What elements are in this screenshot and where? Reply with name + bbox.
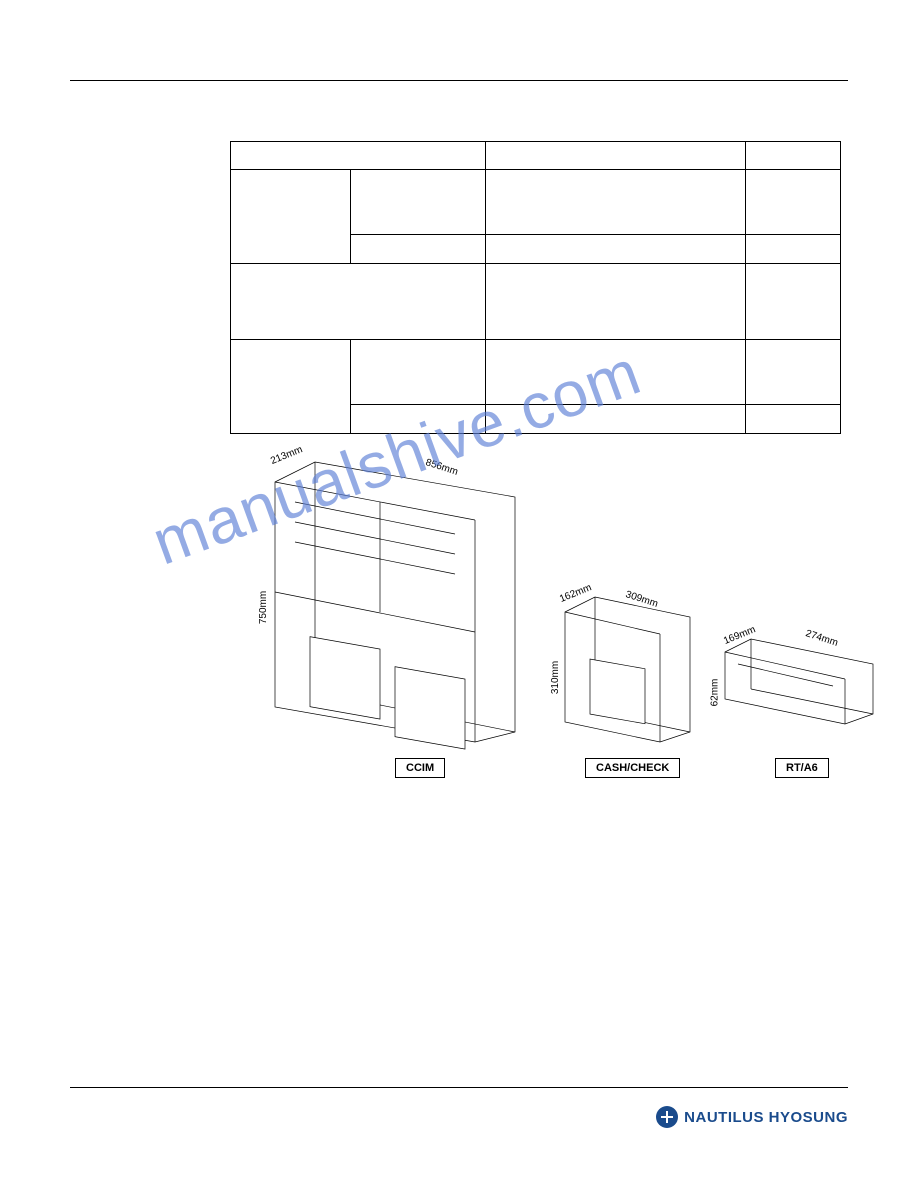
table-cell (486, 235, 746, 264)
unit-caption: RT/A6 (775, 758, 829, 778)
table-cell (486, 340, 746, 405)
table-cell (231, 142, 486, 170)
table-cell (351, 340, 486, 405)
logo-icon (656, 1106, 678, 1128)
dim-label: 750mm (258, 591, 269, 624)
table-cell (486, 405, 746, 434)
table-cell (746, 264, 841, 340)
spec-table (230, 141, 841, 434)
table-cell (351, 405, 486, 434)
header-rule (70, 80, 848, 81)
diagram-area: 213mm 856mm 750mm CCIM 162mm 309mm 310mm… (235, 452, 848, 822)
dim-label: 310mm (550, 661, 561, 694)
table-cell (746, 170, 841, 235)
table-cell (486, 170, 746, 235)
table-cell (746, 142, 841, 170)
table-cell (746, 340, 841, 405)
table-cell (351, 235, 486, 264)
table-cell (231, 340, 351, 434)
unit-caption: CCIM (395, 758, 445, 778)
table-cell (486, 142, 746, 170)
table-cell (746, 235, 841, 264)
table-cell (231, 264, 486, 340)
cashcheck-drawing-icon (550, 582, 710, 752)
table-cell (746, 405, 841, 434)
dim-label: 62mm (709, 679, 720, 707)
rta6-drawing-icon (713, 624, 893, 744)
table-cell (351, 170, 486, 235)
table-cell (231, 170, 351, 264)
table-cell (486, 264, 746, 340)
footer-rule (70, 1087, 848, 1088)
footer-logo: NAUTILUS HYOSUNG (656, 1106, 848, 1128)
unit-caption: CASH/CHECK (585, 758, 680, 778)
brand-text: NAUTILUS HYOSUNG (684, 1109, 848, 1126)
ccim-drawing-icon (255, 442, 555, 752)
